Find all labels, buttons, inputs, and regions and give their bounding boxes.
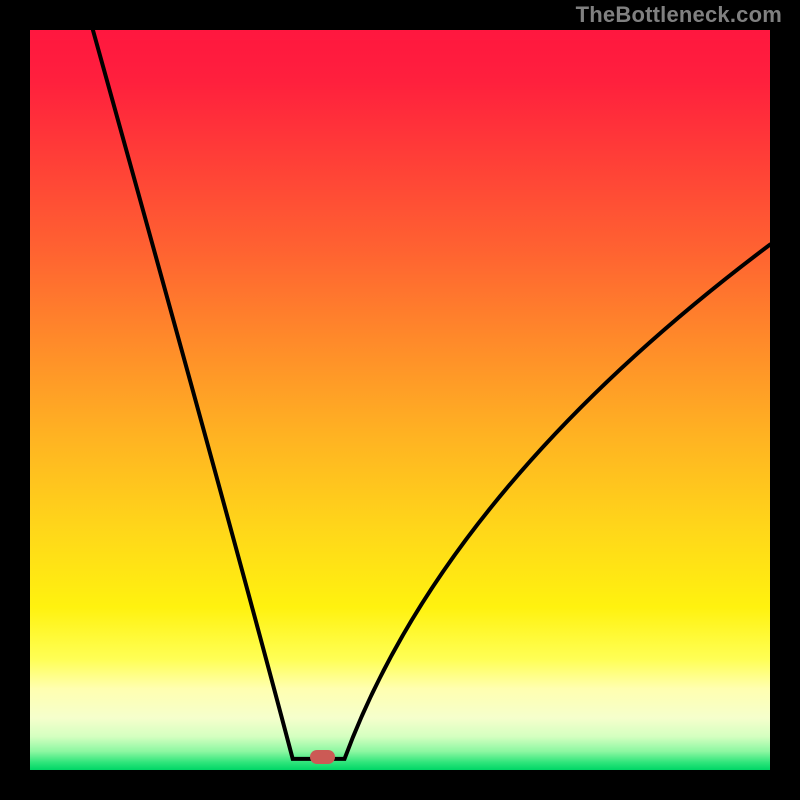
optimal-point-marker (310, 750, 335, 764)
watermark-text: TheBottleneck.com (576, 2, 782, 28)
plot-area (30, 30, 770, 770)
chart-frame: TheBottleneck.com (0, 0, 800, 800)
curve-path (93, 30, 770, 759)
bottleneck-curve (30, 30, 770, 770)
